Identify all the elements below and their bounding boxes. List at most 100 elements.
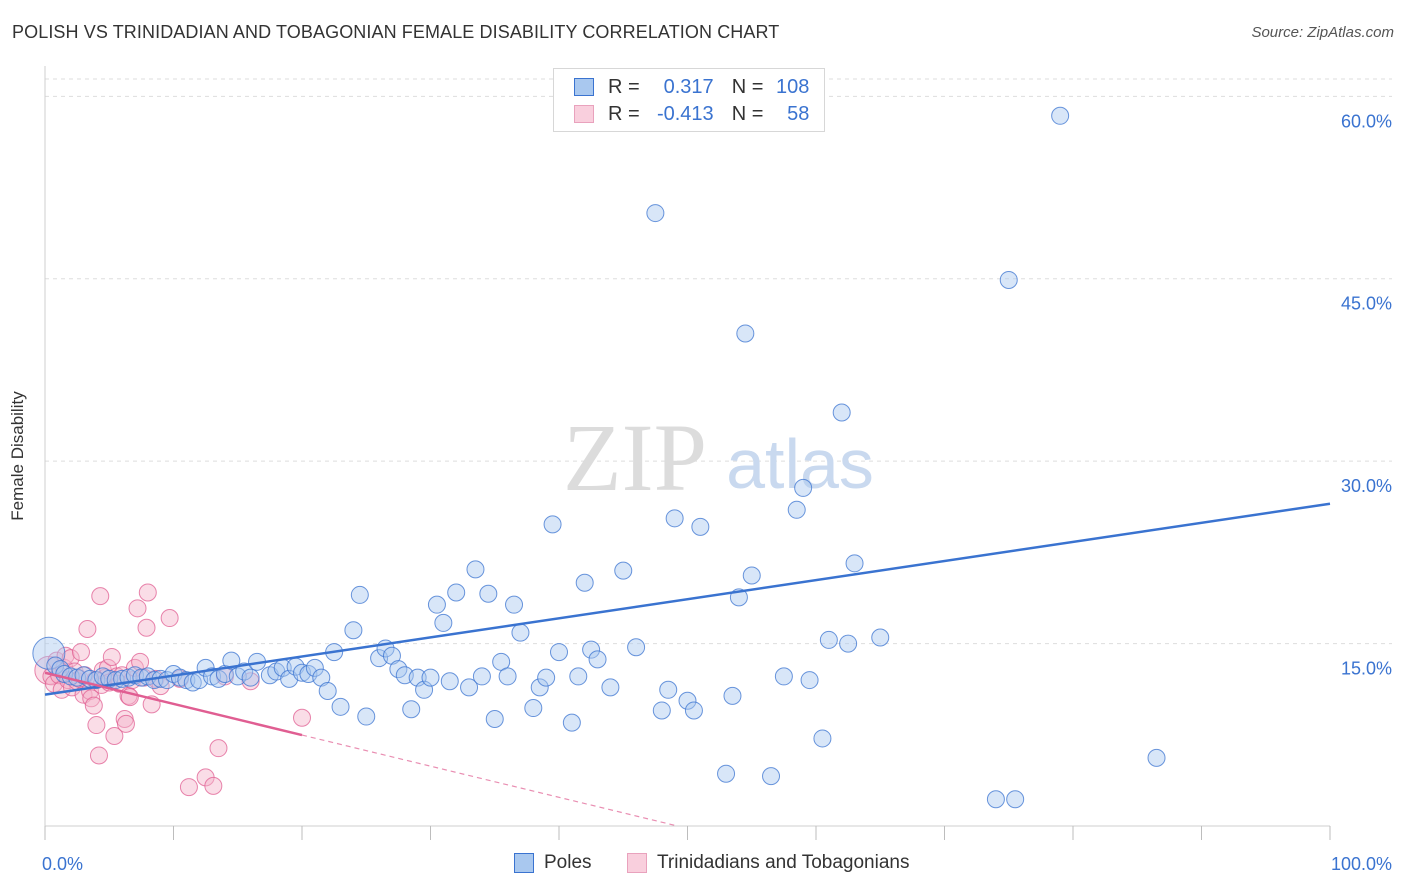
data-point-poles (582, 640, 601, 659)
chart-title: POLISH VS TRINIDADIAN AND TOBAGONIAN FEM… (12, 22, 780, 42)
data-point-poles (537, 668, 556, 687)
data-point-poles (665, 509, 684, 528)
y-axis-label: Female Disability (8, 391, 27, 521)
data-point-poles (505, 595, 524, 614)
legend-n-value: 58 (787, 102, 810, 125)
legend-swatch-poles (574, 78, 594, 96)
data-point-poles (646, 204, 665, 223)
data-point-poles (627, 638, 646, 657)
data-point-poles (421, 668, 440, 687)
bottom-legend-label-poles: Poles (544, 852, 592, 873)
data-point-poles (530, 678, 549, 697)
data-point-trinidadians (89, 746, 108, 765)
legend-n-label: N = (731, 102, 764, 125)
data-point-poles (1147, 748, 1166, 767)
legend-r-label: R = (608, 102, 640, 125)
x-tick-label-max: 100.0% (1331, 854, 1392, 874)
data-point-poles (999, 270, 1018, 289)
data-point-poles (472, 667, 491, 686)
data-point-poles (742, 566, 761, 585)
data-point-poles (787, 500, 806, 519)
trend-line-poles (44, 502, 1331, 696)
data-point-poles (575, 573, 594, 592)
data-point-poles (466, 560, 485, 579)
data-point-trinidadians (125, 658, 144, 677)
data-point-poles (601, 678, 620, 697)
y-tick-label: 60.0% (1341, 111, 1392, 131)
data-point-trinidadians (209, 739, 228, 758)
data-point-poles (762, 767, 781, 786)
data-point-poles (550, 643, 568, 662)
watermark: ZIP atlas (563, 404, 874, 511)
data-point-trinidadians (87, 716, 106, 735)
data-point-trinidadians (128, 599, 147, 618)
data-point-poles (717, 764, 736, 783)
data-point-poles (871, 628, 890, 647)
data-point-trinidadians (78, 619, 97, 638)
bottom-legend-label-trinidadians: Trinidadians and Tobagonians (657, 852, 910, 873)
trend-lines (44, 502, 1331, 827)
watermark-atlas: atlas (726, 425, 874, 503)
data-point-poles (1051, 106, 1070, 125)
data-point-poles (652, 701, 671, 720)
bottom-legend-poles: Poles (514, 852, 592, 874)
data-point-poles (479, 584, 498, 603)
data-point-poles (305, 658, 324, 677)
data-point-poles (845, 554, 864, 573)
data-point-poles (684, 701, 703, 720)
data-point-poles (447, 583, 466, 602)
data-point-poles (222, 651, 241, 670)
data-point-trinidadians (71, 643, 90, 662)
bottom-legend-trinidadians: Trinidadians and Tobagonians (627, 852, 909, 874)
data-point-poles (524, 699, 543, 718)
y-tick-label: 45.0% (1341, 294, 1392, 314)
data-point-poles (723, 686, 742, 705)
legend-swatch-trinidadians (574, 105, 594, 123)
data-point-poles (839, 634, 858, 653)
legend-n-label: N = (731, 75, 764, 98)
data-point-trinidadians (91, 587, 110, 606)
x-tick-label-min: 0.0% (42, 854, 83, 874)
legend-r-value: -0.413 (656, 102, 714, 125)
data-point-poles (986, 790, 1005, 809)
data-point-poles (819, 630, 838, 649)
data-point-poles (678, 691, 697, 710)
data-point-trinidadians (137, 618, 156, 637)
data-point-poles (691, 517, 710, 536)
data-point-trinidadians (138, 583, 157, 602)
bottom-legend-swatch-poles (514, 853, 534, 873)
data-point-poles (357, 707, 376, 726)
data-point-poles (511, 623, 530, 642)
data-point-poles (344, 621, 363, 640)
y-tick-label: 15.0% (1341, 659, 1392, 679)
data-point-trinidadians (61, 649, 80, 668)
data-point-trinidadians (84, 696, 103, 715)
data-point-trinidadians (102, 647, 121, 666)
data-point-poles (318, 682, 337, 701)
data-point-poles (800, 671, 819, 690)
data-point-poles (614, 561, 633, 580)
data-point-poles (562, 713, 581, 732)
data-point-poles (440, 672, 459, 691)
data-point-trinidadians (116, 714, 135, 733)
y-tick-label: 30.0% (1341, 476, 1392, 496)
bottom-legend-swatch-trinidadians (627, 853, 647, 873)
legend-n-value: 108 (776, 75, 810, 98)
data-point-trinidadians (82, 689, 101, 708)
data-point-trinidadians (204, 776, 223, 795)
correlation-legend: R = 0.317 N = 108 R = -0.413 N = 58 (553, 68, 825, 132)
data-point-trinidadians (293, 708, 311, 727)
legend-row-poles: R = 0.317 N = 108 (574, 74, 809, 100)
source-label: Source: ZipAtlas.com (1251, 24, 1394, 41)
data-point-poles (350, 585, 369, 604)
data-point-poles (588, 650, 607, 669)
data-point-poles (1006, 790, 1025, 809)
data-point-poles (736, 324, 755, 343)
data-point-poles (659, 680, 678, 699)
data-point-poles (427, 595, 446, 614)
data-point-trinidadians (105, 727, 124, 746)
data-point-poles (832, 403, 851, 422)
legend-r-value: 0.317 (663, 75, 714, 98)
data-point-poles (402, 700, 421, 719)
